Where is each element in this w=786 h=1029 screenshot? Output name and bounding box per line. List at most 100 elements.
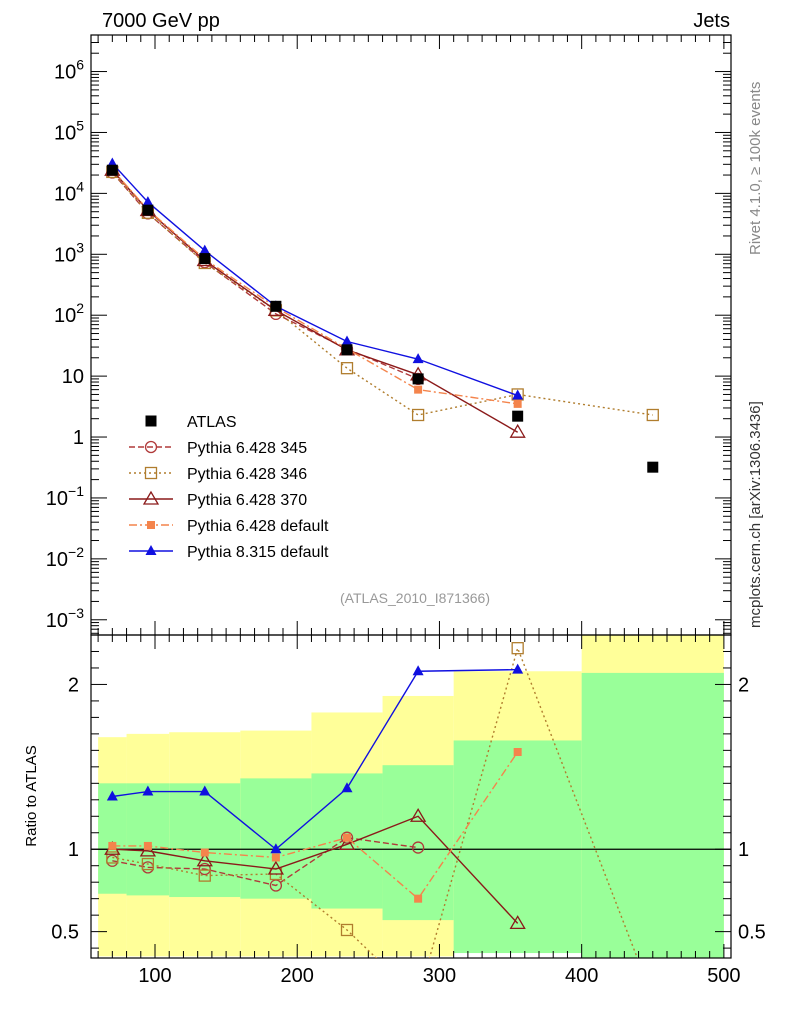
data-point [509,423,526,438]
tick-base: 10 [46,488,68,510]
ratio-line [112,815,519,924]
tick-base: 10 [54,305,76,327]
ratio-point [196,852,213,867]
main-y-tick-label: 106 [54,57,84,84]
x-tick-label: 500 [707,965,740,987]
ratio-point [340,923,354,937]
ratio-point [199,785,211,796]
legend-label: Pythia 6.428 370 [187,492,307,509]
series-pythia-6-428-346 [106,165,659,422]
legend-marker [144,466,158,480]
data-point [199,253,211,265]
tick-exponent: −1 [68,483,84,499]
ratio-y-tick-label: 0.5 [51,922,79,944]
data-point [341,344,353,356]
ratio-y-tick-label-right: 2 [738,674,749,696]
data-point [142,204,154,216]
ratio-point [512,663,524,674]
green-band-7 [581,672,724,958]
ratio-point [106,851,119,864]
series-pythia-6-428-default [108,165,522,408]
ratio-point [271,853,280,862]
axes: 100 200 300 400 50010610510410310210110−110−… [46,35,766,987]
tick-exponent: 2 [76,300,84,316]
ratio-point [143,841,152,850]
x-tick-label: 400 [565,965,598,987]
green-band-2 [169,783,241,898]
series-line [111,171,653,416]
main-y-tick-label: 104 [54,178,84,205]
legend-label: Pythia 6.428 345 [187,440,307,457]
data-point [414,385,423,394]
series-pythia-6-428-345 [106,166,425,386]
ratio-y-tick-label-right: 0.5 [738,922,766,944]
tick-exponent: 6 [76,57,84,73]
tick-exponent: −2 [68,544,84,560]
ratio-point [141,857,155,871]
main-y-tick-label: 103 [54,239,84,266]
tick-base: 10 [54,122,76,144]
ratio-point [200,848,209,857]
ratio-line [112,645,639,958]
ratio-point [340,831,354,844]
series-pythia-8-315-default [106,157,524,400]
x-tick-label: 100 [138,965,171,987]
main-y-tick-label: 10−3 [46,605,84,632]
green-band-6 [453,740,582,954]
ratio-y-tick-label: 1 [68,839,79,861]
ratio-point [513,748,522,757]
main-y-tick-label: 10 [62,366,84,388]
tick-base: 10 [54,183,76,205]
header-left-title: 7000 GeV pp [102,10,220,32]
ratio-point [343,833,351,842]
x-tick-label: 200 [281,965,314,987]
ratio-point [270,843,282,854]
main-y-tick-label: 1 [73,427,84,449]
data-point [270,300,282,312]
legend-label: Pythia 6.428 default [187,518,329,535]
mcplots-label: mcplots.cern.ch [arXiv:1306.3436] [747,401,764,628]
legend: ATLAS Pythia 6.428 345 Pythia 6.428 346 Pyt… [129,414,329,561]
legend-label: Pythia 8.315 default [187,544,329,561]
rivet-label: Rivet 4.1.0, ≥ 100k events [747,82,764,255]
tick-base: 10 [46,549,68,571]
legend-marker [147,521,155,529]
ratio-point [412,665,424,676]
analysis-id: (ATLAS_2010_I871366) [340,590,490,606]
tick-base: 10 [62,366,84,388]
ratio-point [511,642,524,655]
legend-marker [142,490,160,505]
main-y-tick-label: 105 [54,117,84,144]
legend-label: ATLAS [187,414,237,431]
tick-exponent: 5 [76,117,84,133]
series-line [111,169,519,433]
green-band-3 [240,778,312,899]
legend-marker [145,545,157,555]
legend-item-pythia-6-428-370: Pythia 6.428 370 [129,490,307,509]
series-line [111,169,518,405]
data-point [412,373,424,385]
ratio-point [341,782,353,793]
data-point [513,399,522,408]
ratio-point [142,785,154,796]
data-point [142,196,154,207]
ratio-y-tick-label-right: 1 [738,839,749,861]
data-point [512,410,524,422]
main-y-tick-label: 102 [54,300,84,327]
ratio-series-group [104,642,639,958]
legend-item-pythia-6-428-346: Pythia 6.428 346 [129,466,307,483]
main-series-group [104,157,659,473]
data-point [199,244,211,255]
tick-base: 1 [73,427,84,449]
ratio-point [338,836,356,850]
ratio-point [267,860,285,875]
header-right-title: Jets [693,10,730,32]
tick-exponent: 3 [76,239,84,255]
legend-item-pythia-6-428-345: Pythia 6.428 345 [129,440,307,457]
data-point [411,408,425,422]
data-point [341,335,353,346]
green-band-0 [98,783,127,894]
legend-marker [144,440,158,454]
ratio-series-pythia-6-428-default [108,748,522,903]
